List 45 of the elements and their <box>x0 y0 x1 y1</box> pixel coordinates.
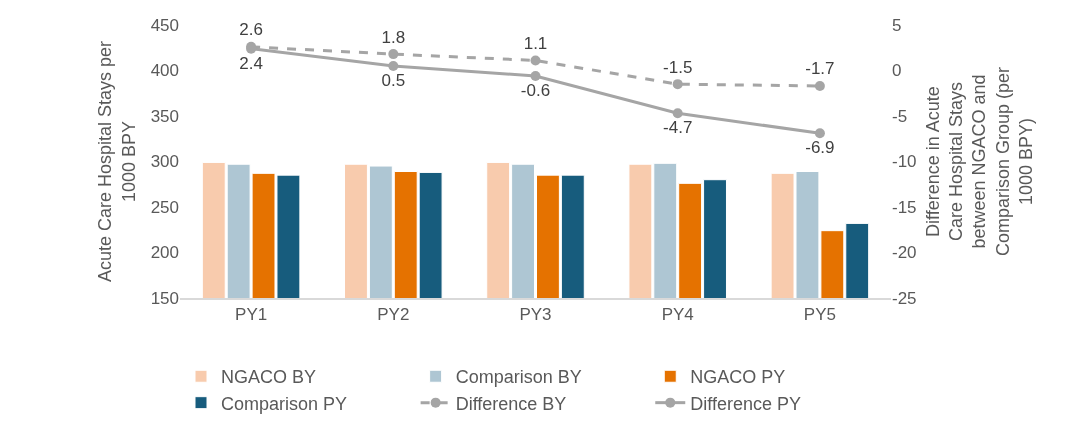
y2-tick-label: 5 <box>892 15 902 35</box>
x-tick-label: PY5 <box>803 305 836 325</box>
y2-tick-label: -25 <box>892 288 917 308</box>
y-axis-title: Acute Care Hospital Stays per 1000 BPY <box>95 40 139 283</box>
legend-label: NGACO BY <box>221 367 317 388</box>
y2-tick-label: -5 <box>892 106 908 126</box>
y2-tick-label: -10 <box>892 152 917 172</box>
y-tick-label: 350 <box>150 106 179 126</box>
y-tick-label: 300 <box>150 152 179 172</box>
x-tick-label: PY4 <box>661 305 694 325</box>
point <box>814 80 825 91</box>
point <box>814 128 825 139</box>
point <box>672 108 683 119</box>
x-tick-label: PY3 <box>519 305 552 325</box>
y-tick-label: 150 <box>150 288 179 308</box>
data-label: 2.6 <box>239 20 263 40</box>
point <box>530 55 541 66</box>
legend-label: Difference BY <box>455 393 567 414</box>
data-label: -1.7 <box>805 59 835 79</box>
y-tick-label: 400 <box>150 61 179 81</box>
point <box>388 60 399 71</box>
x-tick-label: PY1 <box>235 305 268 325</box>
x-tick-label: PY2 <box>377 305 410 325</box>
point <box>388 49 399 60</box>
y-tick-label: 450 <box>150 15 179 35</box>
y2-tick-label: 0 <box>892 61 902 81</box>
data-label: -0.6 <box>520 80 551 100</box>
data-label: 1.1 <box>523 33 548 53</box>
legend-label: Comparison BY <box>455 367 582 388</box>
legend-label: Difference PY <box>690 393 801 414</box>
data-label: 2.4 <box>239 53 263 73</box>
data-label: -6.9 <box>805 138 835 158</box>
data-label: -1.5 <box>663 57 693 77</box>
y-tick-label: 250 <box>150 197 179 217</box>
y-tick-label: 200 <box>150 243 179 263</box>
point <box>672 79 683 90</box>
data-label: 1.8 <box>381 27 406 47</box>
data-label: -4.7 <box>663 118 693 138</box>
legend-label: NGACO PY <box>690 367 786 388</box>
y2-tick-label: -15 <box>892 197 917 217</box>
y2-axis-title: Difference in Acute Care Hospital Stays between NGACO and Comparison Group (per 1000 BPY) <box>922 66 1037 257</box>
point <box>530 70 541 81</box>
y2-tick-label: -20 <box>892 243 917 263</box>
legend-label: Comparison PY <box>221 393 348 414</box>
data-label: 0.5 <box>381 70 406 90</box>
